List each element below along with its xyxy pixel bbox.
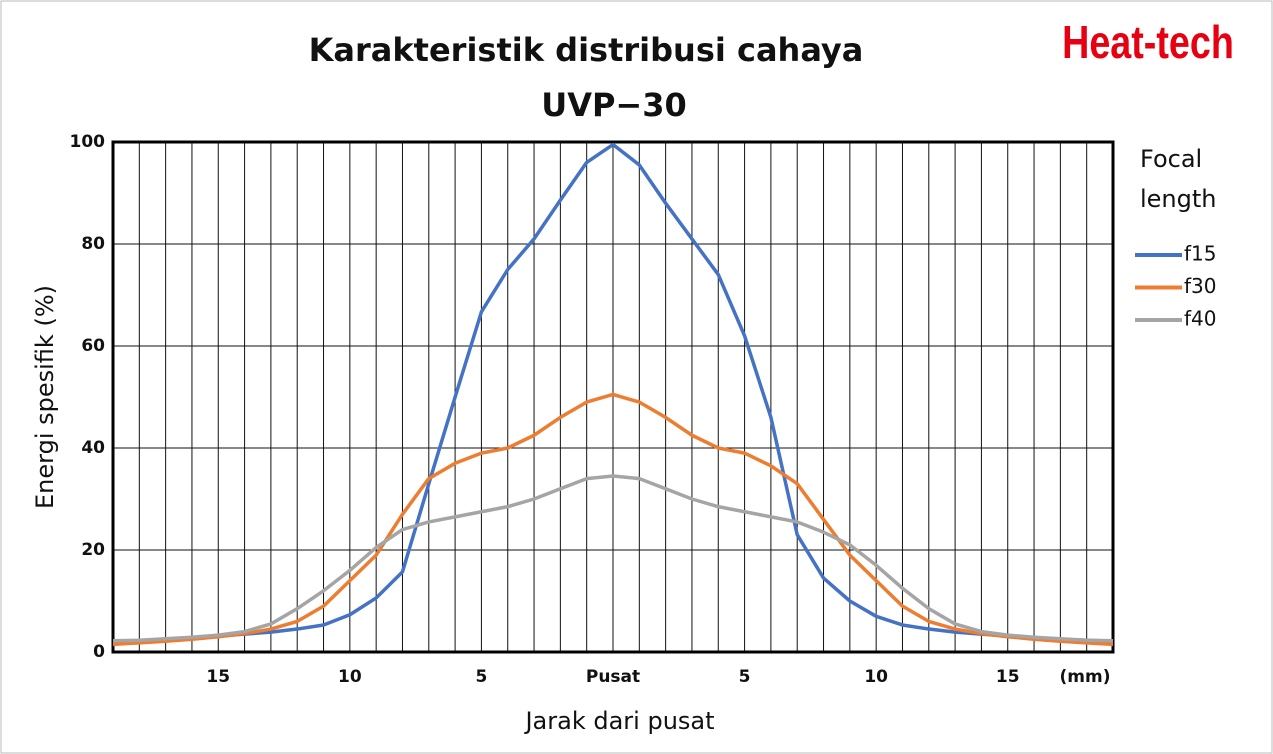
brand-logo: Heat-tech bbox=[1062, 17, 1234, 68]
x-tick-label: Pusat bbox=[586, 667, 640, 687]
chart-title: Karakteristik distribusi cahaya bbox=[309, 31, 864, 69]
data-line bbox=[112, 474, 1114, 643]
data-line bbox=[112, 392, 1114, 647]
x-tick-label: 10 bbox=[864, 667, 888, 687]
y-tick-label: 100 bbox=[70, 132, 106, 152]
data-line bbox=[112, 142, 1114, 644]
legend-label: f30 bbox=[1184, 274, 1217, 298]
x-tick-label: 15 bbox=[206, 667, 230, 687]
chart-subtitle: UVP−30 bbox=[541, 86, 687, 124]
y-axis-label: Energi spesifik (%) bbox=[31, 285, 59, 509]
legend-title: Focal bbox=[1140, 145, 1202, 173]
x-axis-label: Jarak dari pusat bbox=[523, 707, 714, 735]
legend-title: length bbox=[1140, 185, 1217, 213]
y-tick-label: 60 bbox=[81, 336, 105, 356]
y-tick-label: 0 bbox=[93, 642, 105, 662]
x-tick-label: 15 bbox=[996, 667, 1020, 687]
legend-label: f15 bbox=[1184, 242, 1217, 266]
y-tick-label: 40 bbox=[81, 438, 105, 458]
plot-border bbox=[111, 140, 1115, 654]
y-tick-label: 20 bbox=[81, 540, 105, 560]
x-tick-label: 10 bbox=[338, 667, 362, 687]
x-axis-unit: (mm) bbox=[1060, 667, 1111, 687]
x-tick-label: 5 bbox=[475, 667, 487, 687]
legend-label: f40 bbox=[1184, 307, 1217, 331]
x-tick-label: 5 bbox=[739, 667, 751, 687]
y-tick-label: 80 bbox=[81, 234, 105, 254]
